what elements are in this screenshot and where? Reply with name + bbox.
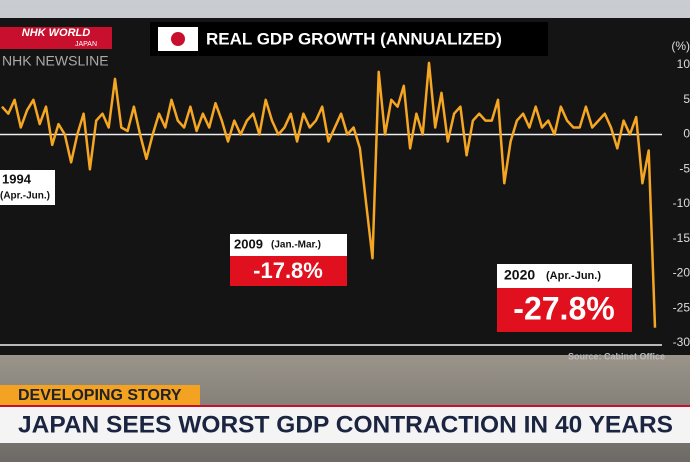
tag: DEVELOPING STORY: [18, 387, 182, 404]
annotation-box: [230, 234, 347, 256]
annotation-box: [0, 170, 55, 205]
y-tick-label: -5: [679, 161, 690, 175]
value-label-box: [230, 256, 347, 286]
annotation-year: 1994: [2, 171, 32, 186]
y-tick-label: 5: [683, 92, 690, 106]
y-tick-label: -25: [673, 300, 690, 314]
annotation-year: 2020: [504, 267, 535, 283]
tag-box: [0, 385, 200, 406]
annotation-period: (Apr.-Jun.): [0, 191, 50, 202]
annotation-year: 2009: [234, 236, 263, 251]
y-tick-label: 0: [683, 127, 690, 141]
divider: [0, 405, 690, 407]
data-line: [1, 61, 657, 328]
headline-box: [0, 407, 690, 443]
logo-box: [0, 27, 112, 49]
value-label-box: [497, 288, 632, 332]
annotation-box: [497, 264, 632, 288]
annotation-period: (Apr.-Jun.): [546, 270, 601, 282]
y-tick-label: 10: [677, 57, 690, 71]
y-tick-label: -30: [673, 335, 690, 349]
annotation-period: (Jan.-Mar.): [271, 240, 321, 251]
y-tick-label: -10: [673, 196, 690, 210]
y-axis-label: (%): [671, 39, 690, 53]
y-tick-label: -15: [673, 231, 690, 245]
title-box: [150, 22, 548, 56]
flag-sun: [171, 32, 185, 46]
logo-sub: JAPAN: [75, 41, 97, 48]
program-name: NHK NEWSLINE: [2, 53, 109, 69]
source: Source: Cabinet Office: [568, 351, 665, 361]
value-label: -27.8%: [513, 290, 614, 326]
y-tick-label: -20: [673, 266, 690, 280]
plot: 10 5 0 -5 -10 -15 -20 -25 -30: [0, 57, 690, 349]
logo: NHK WORLD: [22, 27, 90, 39]
headline: JAPAN SEES WORST GDP CONTRACTION IN 40 Y…: [18, 411, 673, 438]
chart-title: REAL GDP GROWTH (ANNUALIZED): [206, 29, 502, 48]
value-label: -17.8%: [253, 258, 323, 283]
